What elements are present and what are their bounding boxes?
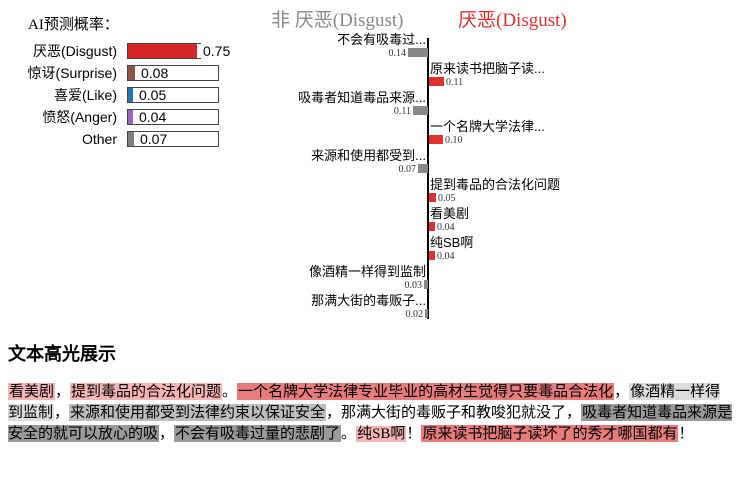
probability-value: 0.75 xyxy=(201,43,233,59)
probability-label: Other xyxy=(81,131,117,147)
text-segment: 看美剧 xyxy=(8,383,56,400)
contribution-value: 0.03 xyxy=(404,280,423,291)
probability-bar-fill xyxy=(128,132,134,146)
contribution-value: 0.11 xyxy=(393,106,411,117)
probability-label: 喜爱(Like) xyxy=(53,87,117,103)
text-segment: 来源和使用都受到法律约束以保证安全 xyxy=(69,404,327,421)
text-segment: 。 xyxy=(341,425,357,442)
probability-value: 0.05 xyxy=(139,87,167,103)
probability-bar-fill xyxy=(128,88,133,102)
section-title: 文本高光展示 xyxy=(8,344,116,364)
contribution-bar xyxy=(418,164,428,173)
text-segment: ！ xyxy=(678,425,694,442)
text-segment: 原来读书把脑子读坏了的秀才哪国都有 xyxy=(421,425,679,442)
text-segment: ， xyxy=(55,383,71,400)
text-segment: 不会有吸毒过量的悲剧了 xyxy=(174,425,342,442)
probability-bar-fill xyxy=(128,44,197,58)
text-segment: ，那满大街的毒贩子和教唆犯就没了， xyxy=(326,404,582,421)
text-segment: ， xyxy=(54,404,70,421)
probability-label: 愤怒(Anger) xyxy=(42,109,117,125)
contribution-bar xyxy=(429,251,435,260)
probability-bar xyxy=(127,43,219,59)
contribution-phrase: 来源和使用都受到... xyxy=(311,148,426,163)
contribution-bar xyxy=(429,77,444,86)
contribution-value: 0.02 xyxy=(405,309,424,320)
highlighted-text: 看美剧，提到毒品的合法化问题。一个名牌大学法律专业毕业的高材生觉得只要毒品合法化… xyxy=(8,381,734,445)
contribution-phrase: 吸毒者知道毒品来源... xyxy=(298,90,426,105)
text-segment: 纯SB啊 xyxy=(356,426,407,442)
contribution-phrase: 看美剧 xyxy=(430,206,470,221)
contribution-value: 0.10 xyxy=(445,135,463,146)
contribution-phrase: 提到毒品的合法化问题 xyxy=(430,177,561,192)
contribution-phrase: 一个名牌大学法律... xyxy=(430,119,545,134)
probability-label: 惊讶(Surprise) xyxy=(27,65,117,81)
probability-bar xyxy=(127,109,219,125)
probability-value: 0.07 xyxy=(140,131,168,147)
contribution-bar xyxy=(425,309,428,318)
probability-bar xyxy=(127,87,219,103)
contribution-bar xyxy=(429,193,436,202)
contribution-value: 0.14 xyxy=(388,48,407,59)
text-segment: ！ xyxy=(406,425,422,442)
probability-bar xyxy=(127,65,219,81)
center-axis-line xyxy=(427,38,429,319)
contribution-bar xyxy=(408,48,428,57)
contribution-value: 0.07 xyxy=(398,164,417,175)
text-segment: ， xyxy=(159,425,175,442)
probability-value: 0.08 xyxy=(141,65,169,81)
probability-panel-title: AI预测概率： xyxy=(28,17,119,33)
contribution-bar xyxy=(424,280,428,289)
contribution-bar xyxy=(429,222,435,231)
contribution-phrase: 不会有吸毒过... xyxy=(337,32,426,47)
text-segment: 提到毒品的合法化问题 xyxy=(70,383,223,400)
contribution-value: 0.04 xyxy=(437,222,455,233)
header-disgust: 厌恶(Disgust) xyxy=(458,10,567,31)
contribution-value: 0.04 xyxy=(437,251,455,262)
probability-bar xyxy=(127,131,219,147)
contribution-phrase: 像酒精一样得到监制 xyxy=(308,264,426,279)
contribution-phrase: 那满大街的毒贩子... xyxy=(311,293,426,308)
probability-bar-fill xyxy=(128,110,133,124)
contribution-value: 0.11 xyxy=(446,77,464,88)
text-segment: 一个名牌大学法律专业毕业的高材生觉得只要毒品合法化 xyxy=(237,383,615,400)
header-non-disgust: 非 厌恶(Disgust) xyxy=(271,10,404,31)
probability-value: 0.04 xyxy=(139,109,167,125)
contribution-phrase: 原来读书把脑子读... xyxy=(430,61,545,76)
text-segment: 。 xyxy=(222,383,238,400)
probability-bar-fill xyxy=(128,66,135,80)
contribution-bar xyxy=(413,106,428,115)
contribution-phrase: 纯SB啊 xyxy=(430,235,474,250)
probability-label: 厌恶(Disgust) xyxy=(32,43,117,59)
text-segment: ， xyxy=(614,383,630,400)
contribution-value: 0.05 xyxy=(438,193,456,204)
contribution-bar xyxy=(429,135,443,144)
